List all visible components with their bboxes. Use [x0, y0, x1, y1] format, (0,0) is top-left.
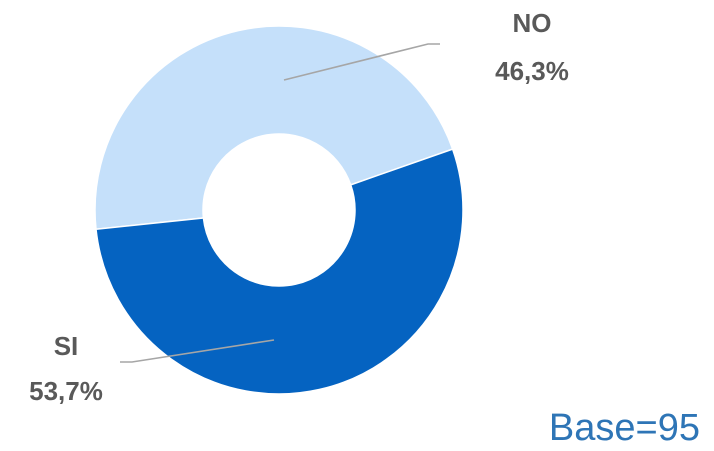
slice-value-si: 53,7%	[29, 376, 103, 406]
slice-si	[95, 148, 464, 395]
slice-label-no: NO	[513, 8, 552, 38]
slice-label-si: SI	[54, 331, 79, 361]
slice-value-no: 46,3%	[495, 56, 569, 86]
slice-no	[94, 25, 454, 231]
leader-line-no	[283, 43, 440, 81]
slice-labels: NO 46,3% SI 53,7%	[29, 8, 569, 406]
leader-lines	[120, 43, 440, 363]
leader-line-si	[120, 339, 275, 363]
donut-slices	[94, 25, 464, 395]
base-note: Base=95	[548, 407, 700, 449]
